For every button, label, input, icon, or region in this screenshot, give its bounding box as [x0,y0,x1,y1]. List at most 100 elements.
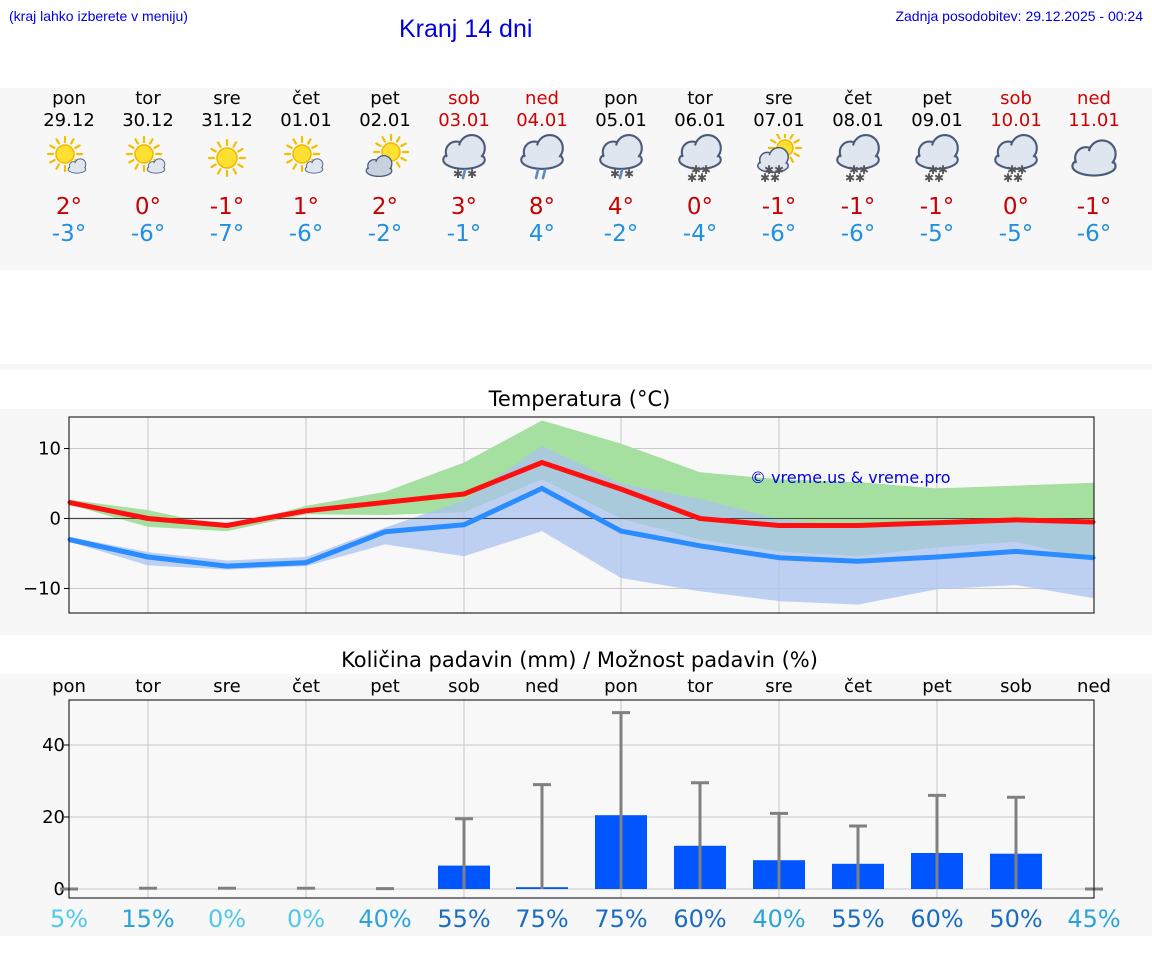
day-date: 30.12 [122,110,174,131]
menu-hint[interactable]: (kraj lahko izberete v meniju) [9,8,188,24]
day-name: sre [765,88,793,109]
partly-cloudy-sun-icon [125,135,166,174]
max-temp-point [777,524,781,527]
svg-text:✱: ✱ [1017,163,1027,177]
day-date: 31.12 [201,110,253,131]
day-date: 05.01 [595,110,647,131]
svg-text:✱: ✱ [1013,171,1023,184]
precip-chance-label: 55% [437,905,490,933]
temp-max: -1° [1076,194,1112,220]
day-date: 08.01 [832,110,884,131]
svg-text:✱: ✱ [1007,163,1017,177]
temp-max: 0° [686,194,714,220]
day-date: 07.01 [753,110,805,131]
x-category-label: pet [922,676,952,697]
min-temp-point [462,523,466,527]
svg-text:✱: ✱ [697,171,707,184]
svg-text:✱: ✱ [845,171,855,184]
precip-chart: pon tor sre čet pet sob ned pon tor sre čet pet sob n… [42,676,1121,933]
max-temp-point [1014,518,1018,522]
svg-text:✱: ✱ [691,163,701,177]
x-category-label: čet [844,676,872,697]
precip-chance-label: 55% [831,905,884,933]
day-column: tor 30.12 0° -6° [108,88,188,248]
min-temp-point [225,564,229,568]
temp-max: 8° [528,194,556,220]
cloud-snow-icon: ✱ ✱✱✱ [994,134,1038,184]
x-category-label: sre [765,676,792,697]
day-date: 01.01 [280,110,332,131]
max-temp-point [225,524,229,527]
x-category-label: pon [52,676,86,697]
precip-chart-title: Količina padavin (mm) / Možnost padavin … [341,648,818,672]
x-category-label: tor [687,676,713,697]
day-name: pon [52,88,86,109]
x-category-label: sob [448,676,480,697]
svg-text:✱: ✱ [1003,171,1013,184]
day-column: sob 03.01 ✱ ✱ 3° -1° [424,88,504,248]
day-date: 09.01 [911,110,963,131]
day-date: 10.01 [990,110,1042,131]
day-name: tor [687,88,713,109]
temp-min: -4° [682,221,718,247]
min-temp-point [777,556,781,560]
day-column: pon 29.12 2° -3° [29,88,109,248]
plot-frame [68,416,1095,614]
temp-min: -6° [761,221,797,247]
day-name: pon [604,88,638,109]
day-name: tor [135,88,161,109]
partly-cloudy-sun-icon [283,135,324,174]
min-temp-line [68,485,1095,569]
cloud-sleet-icon: ✱ ✱ [442,134,486,181]
temp-max: -1° [919,194,955,220]
day-name: pet [370,88,400,109]
precip-chance-label: 75% [594,905,647,933]
day-name: ned [525,88,559,109]
day-name: čet [843,88,873,109]
day-name: sre [213,88,241,109]
temp-max: 0° [134,194,162,220]
temp-max: -1° [209,194,245,220]
temp-min: -7° [209,221,245,247]
temp-min: -5° [919,221,955,247]
cloud-rain-icon [520,134,564,180]
svg-text:✱: ✱ [774,163,784,177]
max-temp-point [698,517,702,520]
min-temp-point [146,555,150,559]
min-temp-point [698,544,702,548]
watermark: © vreme.us & vreme.pro [750,468,951,487]
sun-icon [207,138,247,178]
temp-max: -1° [761,194,797,220]
day-date: 06.01 [674,110,726,131]
cloud-sleet-icon: ✱ ✱ [599,134,643,181]
svg-text:✱: ✱ [687,171,697,184]
precip-chance-label: 40% [358,905,411,933]
day-name: sob [448,88,480,109]
svg-text:✱: ✱ [453,167,463,181]
svg-text:✱: ✱ [624,167,634,181]
y-tick-label: −10 [23,579,61,600]
precip-chance-label: 60% [673,905,726,933]
svg-text:✱: ✱ [701,163,711,177]
x-category-label: sre [213,676,240,697]
sun-behind-cloud-icon [365,134,410,178]
day-column: pet 09.01 ✱ ✱ ✱ ✱ -1° -5° [897,88,977,248]
min-temp-point [619,529,623,533]
day-name: čet [291,88,321,109]
max-temp-point [462,492,466,496]
temp-min: 4° [528,221,556,247]
temp-max: 2° [55,194,83,220]
x-category-label: pet [370,676,400,697]
last-updated: Zadnja posodobitev: 29.12.2025 - 00:24 [895,8,1143,24]
max-temp-point [856,524,860,527]
day-column: čet 01.01 1° -6° [266,88,346,248]
precip-chance-label: 0% [287,905,325,933]
svg-text:✱: ✱ [849,163,859,177]
temp-min: -6° [840,221,876,247]
max-temp-line [68,460,1095,528]
forecast-band [0,88,1152,270]
min-temp-point [856,559,860,563]
day-column: ned 04.01 8° 4° [502,88,582,248]
precip-chance-label: 75% [515,905,568,933]
temp-min: -5° [998,221,1034,247]
